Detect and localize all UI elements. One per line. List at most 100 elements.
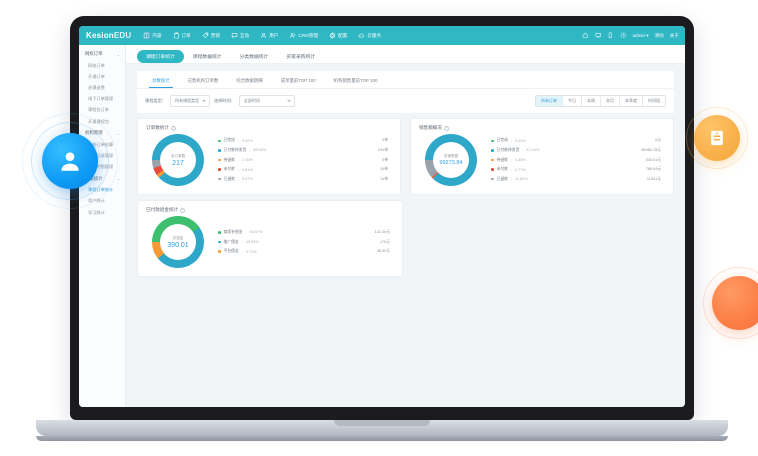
legend-row: 已完成 | 0.00% 0单	[218, 136, 392, 146]
subtab-top100-institution-sales[interactable]: 机构销售量前TOP 100	[333, 78, 378, 83]
legend-percent: 2.30%	[241, 158, 253, 162]
range-custom-period[interactable]: 时间段	[643, 96, 665, 106]
legend-value: 38.30元	[376, 249, 390, 254]
sidebar-item-refunds[interactable]: 退课退费	[88, 84, 105, 90]
sidebar-item-activation-orders[interactable]: 开通订单	[88, 73, 105, 79]
tab-buyer-purchase-statistics[interactable]: 买家采购统计	[286, 55, 316, 60]
legend-color-dot	[218, 250, 221, 253]
sidebar-item-package-orders[interactable]: 课程包订单	[88, 107, 109, 113]
legend-value: 5单	[382, 157, 388, 162]
refund-amount-donut: 总退金 390.01	[152, 216, 204, 268]
legend-label: 商家补偿金	[223, 229, 243, 234]
legend-color-dot	[218, 240, 221, 244]
subtab-comprehensive-details[interactable]: 综合数据明细	[236, 78, 263, 83]
app-logo[interactable]: KesionEDU	[86, 31, 131, 40]
legend-row: 待退款 | 0.30% 300.01元	[491, 155, 665, 165]
sidebar-item-offline-orders[interactable]: 线下订单管理	[88, 96, 114, 102]
sidebar: 网校订单 ⌄ 网校订单 开通订单 退课退费 线下订单管理 课程包订单 开通课程包…	[79, 45, 126, 407]
legend-label: 已完成	[223, 138, 235, 143]
tab-course-data-statistics[interactable]: 课程数据统计	[192, 55, 222, 60]
monitor-icon[interactable]	[595, 32, 602, 39]
legend-separator: |	[237, 138, 239, 143]
course-type-label: 课程类型：	[145, 98, 166, 103]
sidebar-group-orders[interactable]: 网校订单 ⌄	[79, 48, 125, 60]
gear-icon	[329, 32, 336, 39]
donut-center-label: 总销售额	[443, 154, 459, 158]
legend-row: 待退款 | 2.30% 5单	[218, 155, 392, 165]
refund-amount-legend: 商家补偿金 | 40.67% 142.20元 推广佣金 | 43.59% 170元 平台佣金 | 9…	[218, 228, 394, 257]
mobile-icon[interactable]	[607, 32, 614, 39]
user-icon	[57, 148, 83, 174]
floating-clipboard-badge	[694, 115, 740, 161]
range-this-month[interactable]: 本月	[601, 96, 620, 106]
sales-overview-card: 销售额概况 i 总销售额 99273.84	[410, 118, 674, 195]
legend-separator: |	[249, 148, 251, 153]
legend-row: 平台佣金 | 9.71% 38.30元	[218, 247, 394, 257]
home-icon[interactable]	[582, 32, 589, 39]
nav-item-users[interactable]: 用户	[260, 32, 278, 39]
info-icon[interactable]: i	[443, 125, 449, 131]
nav-label: 订单	[181, 32, 191, 38]
donut-center: 总销售额 99273.84	[433, 142, 469, 178]
laptop-frame: KesionEDU 内容 订单 营销	[70, 16, 694, 420]
sidebar-item-activate-package[interactable]: 开通课程包	[88, 118, 109, 124]
info-icon[interactable]: i	[170, 125, 176, 131]
range-this-quarter[interactable]: 本季度	[620, 96, 643, 106]
legend-label: 已付款待发货	[496, 147, 520, 152]
subtab-total-statistics[interactable]: 总数统计	[143, 76, 179, 88]
sidebar-item-school-orders[interactable]: 网校订单	[88, 62, 105, 68]
nav-label: 内容	[152, 32, 162, 38]
nav-item-content[interactable]: 内容	[143, 32, 162, 39]
account-menu[interactable]: admin ▾	[632, 33, 648, 39]
nav-item-cloud[interactable]: 云服务	[358, 32, 381, 39]
nav-item-settings[interactable]: 配置	[329, 32, 347, 39]
legend-row: 已退款 | 11.62% 11541元	[491, 174, 665, 184]
floating-orange-badge	[712, 276, 758, 330]
legend-separator: |	[241, 249, 243, 254]
nav-item-interaction[interactable]: 互动	[231, 32, 249, 39]
tab-course-order-statistics[interactable]: 课程订单统计	[137, 50, 184, 63]
legend-color-dot	[218, 158, 221, 162]
nav-label: 营销	[210, 32, 220, 38]
range-all-orders[interactable]: 所有订单	[536, 96, 563, 106]
legend-percent: 9.71%	[245, 249, 257, 254]
sales-overview-legend: 已完成 | 0.00% 0元 已付款待发货 | 87.10% 86483.78元 待退款 | 0.3…	[491, 136, 665, 184]
legend-separator: |	[510, 158, 512, 162]
subtab-top100-orders[interactable]: 成单量前TOP 100	[280, 78, 316, 83]
legend-label: 已退款	[496, 176, 508, 181]
sidebar-item-learning-statistics[interactable]: 学习统计	[88, 209, 105, 215]
nav-item-crm[interactable]: CRM管理	[289, 32, 318, 39]
about-link[interactable]: 关于	[669, 32, 679, 38]
legend-row: 推广佣金 | 43.59% 170元	[218, 237, 394, 247]
range-this-week[interactable]: 本周	[582, 96, 601, 106]
legend-label: 未付款	[496, 167, 508, 172]
nav-item-marketing[interactable]: 营销	[202, 32, 220, 39]
app-body: 网校订单 ⌄ 网校订单 开通订单 退课退费 线下订单管理 课程包订单 开通课程包…	[79, 45, 685, 407]
user-badge-outer-ring	[22, 113, 118, 209]
logo-secondary: EDU	[113, 31, 132, 40]
chat-icon	[231, 32, 238, 39]
legend-label: 未付款	[223, 167, 235, 172]
refund-amount-title-row: 已付款退金统计 i	[146, 207, 394, 213]
course-type-select[interactable]: 所有课程类型	[169, 95, 210, 107]
nav-item-orders[interactable]: 订单	[173, 32, 191, 39]
legend-row: 未付款 | 4.61% 10单	[218, 165, 392, 175]
card-title-text: 销售额概况	[419, 125, 442, 130]
donut-center-label: 总订单数	[170, 153, 186, 158]
legend-value: 0元	[655, 138, 661, 143]
history-icon[interactable]	[620, 32, 627, 39]
info-icon[interactable]: i	[180, 207, 186, 213]
tab-category-data-statistics[interactable]: 分类数据统计	[239, 55, 269, 60]
cloud-icon	[358, 32, 365, 39]
charts-row-2: 已付款退金统计 i 总退金 390.01	[137, 200, 674, 277]
subtab-sold-institution-orders[interactable]: 已售机构订单数	[187, 78, 219, 83]
legend-label: 待退款	[223, 157, 235, 162]
legend-label: 已付款待发货	[223, 147, 247, 152]
clear-cache-link[interactable]: 清除	[654, 32, 664, 38]
time-select[interactable]: 全部时间	[238, 95, 295, 107]
range-today[interactable]: 今日	[563, 96, 582, 106]
legend-separator: |	[237, 177, 239, 182]
filter-bar: 课程类型： 所有课程类型 选择时间： 全部时间 所有订单 今日 本周 本月 本季…	[137, 89, 674, 113]
laptop-base	[36, 420, 728, 436]
legend-separator: |	[522, 148, 524, 153]
